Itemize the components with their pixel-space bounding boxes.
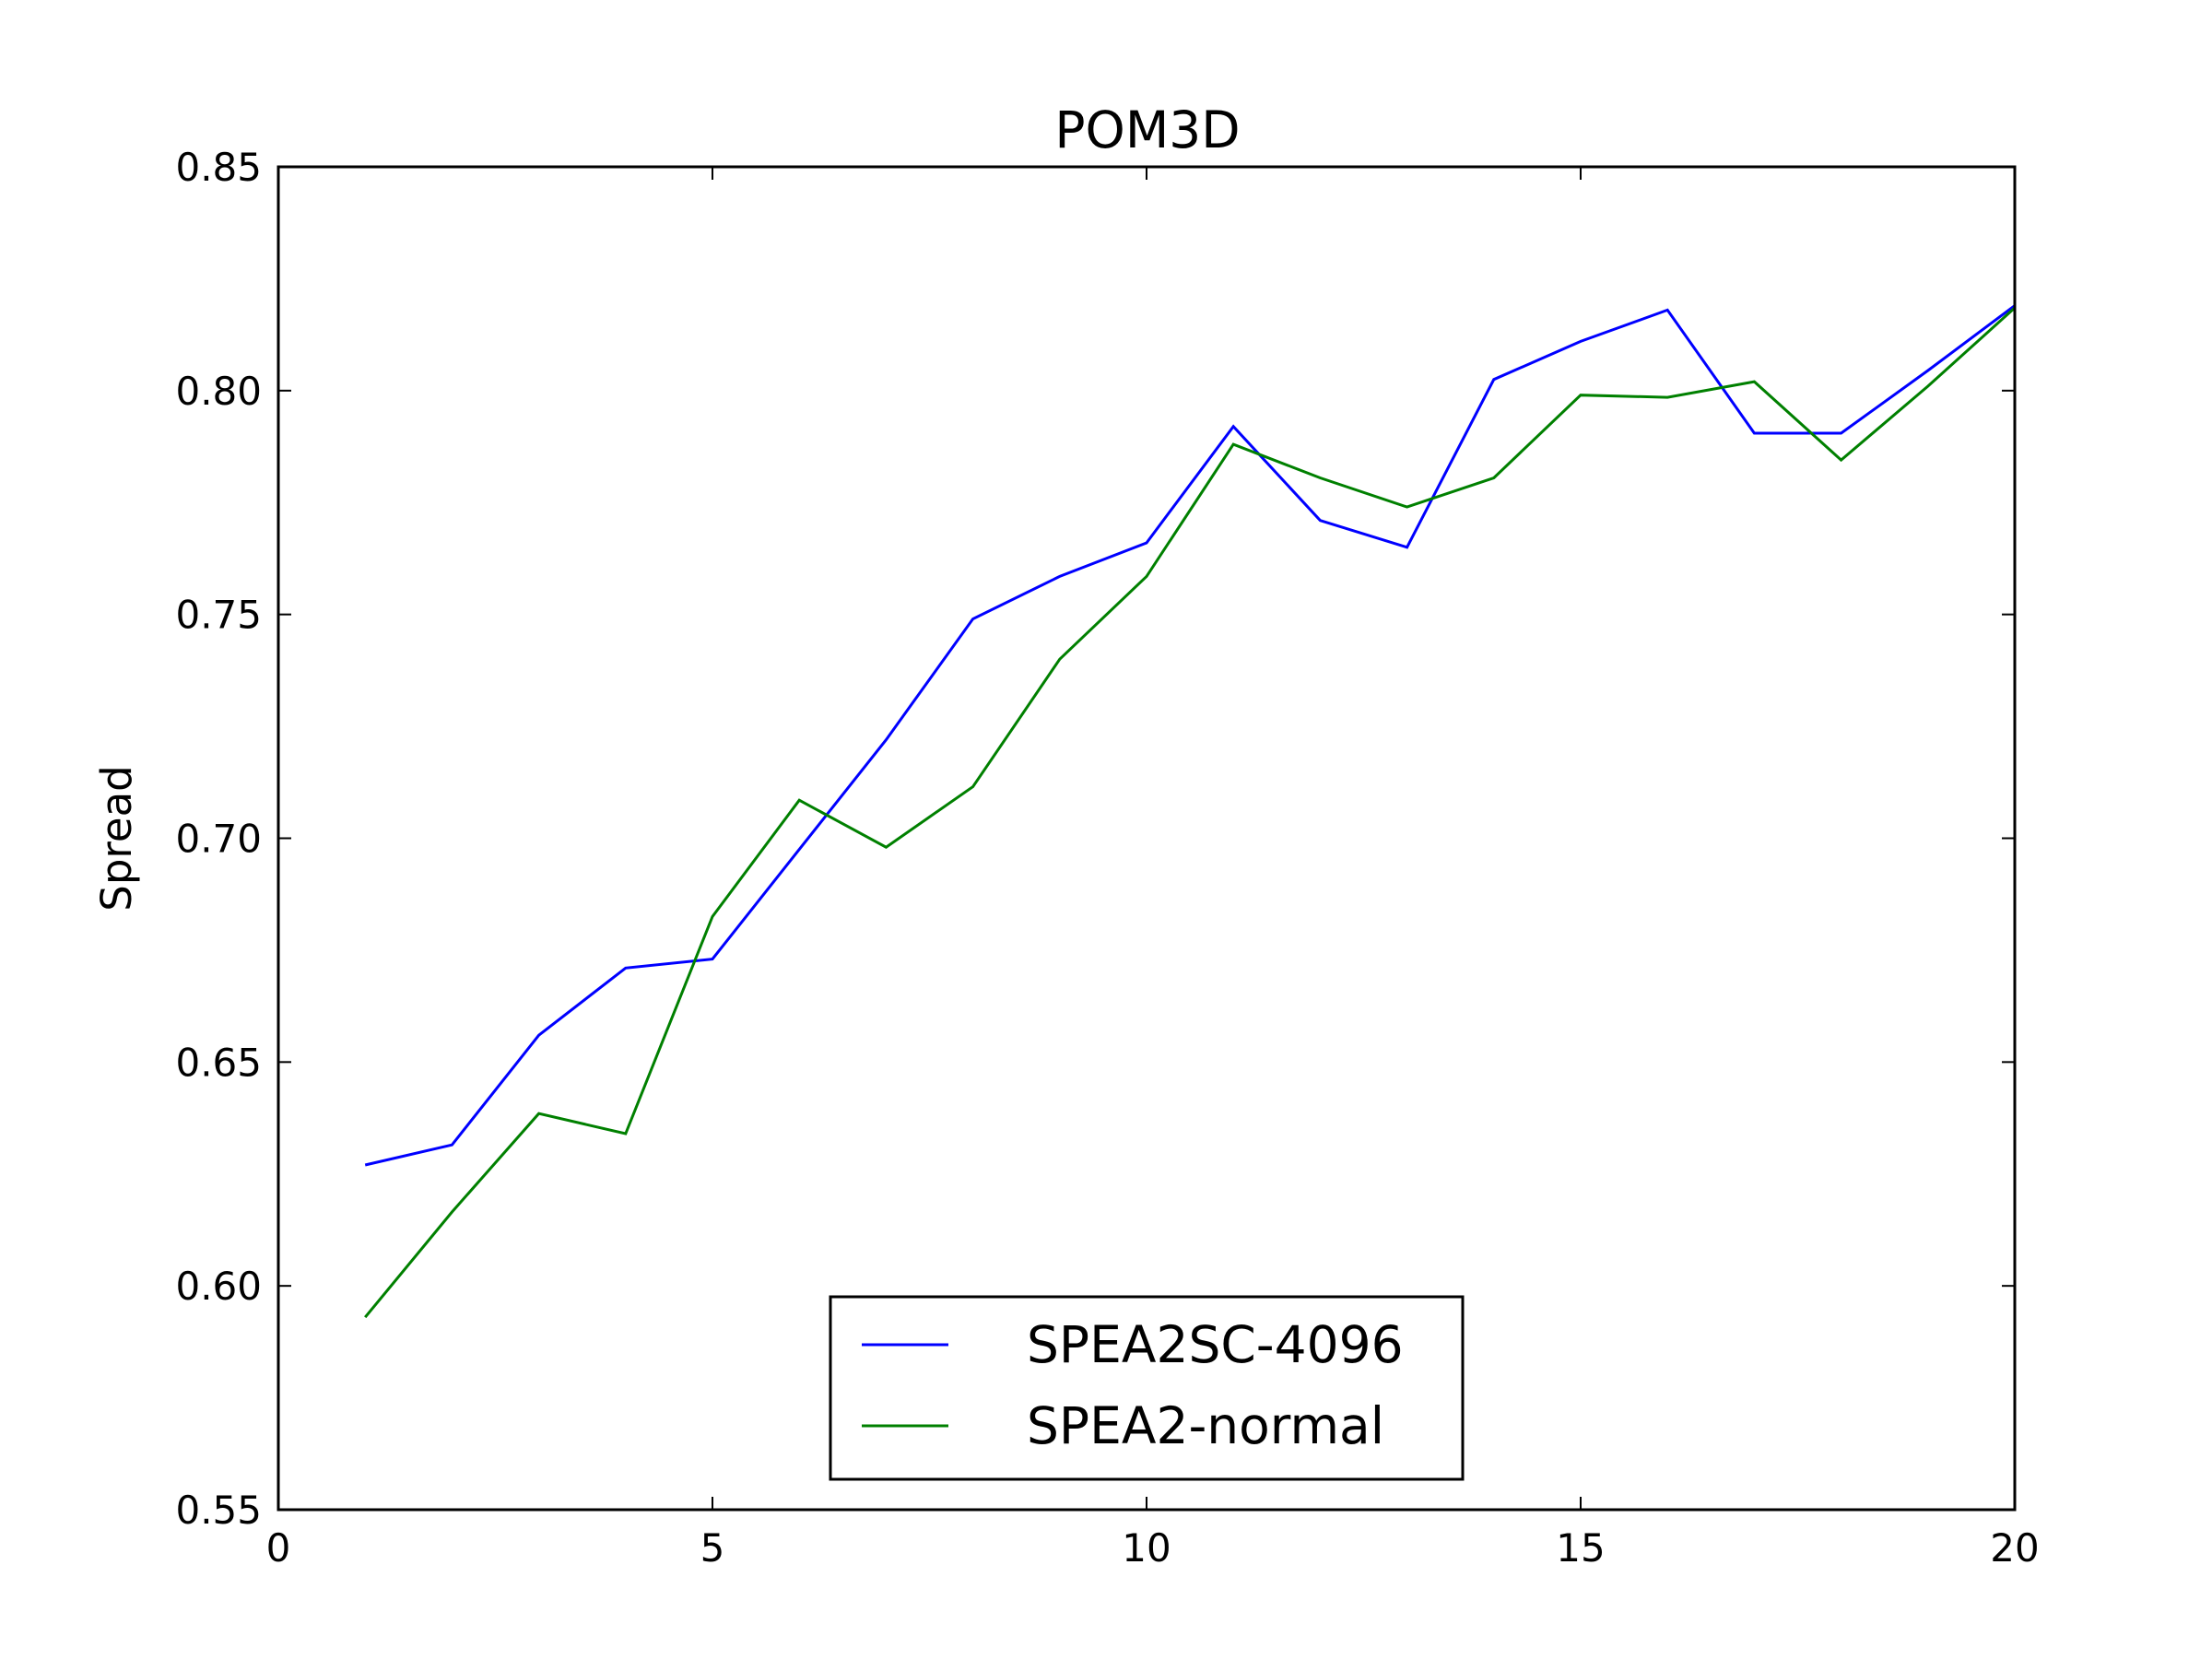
y-tick-label: 0.75 <box>175 593 262 638</box>
chart-title: POM3D <box>1054 100 1240 159</box>
y-tick-label: 0.55 <box>175 1488 262 1533</box>
series-line-1 <box>364 304 2016 1167</box>
y-tick-label: 0.60 <box>175 1264 262 1309</box>
x-tick-label: 15 <box>1556 1525 1605 1571</box>
y-axis-label: Spread <box>92 765 141 911</box>
x-tick-label: 5 <box>700 1525 725 1571</box>
legend <box>829 1295 1465 1481</box>
plot-area: 0 5 10 15 20 0.55 0.60 0.65 0.70 0.75 0.80 0.85 SPEA… <box>175 145 2039 1571</box>
y-tick-label: 0.65 <box>175 1040 262 1085</box>
y-tick-label: 0.85 <box>175 145 262 190</box>
x-tick-label: 20 <box>1990 1525 2039 1571</box>
y-tick-label: 0.80 <box>175 369 262 414</box>
x-tick-label: 0 <box>266 1525 291 1571</box>
series-line-2 <box>364 306 2017 1319</box>
legend-label-1: SPEA2SC-4096 <box>1027 1315 1404 1374</box>
x-tick-label: 10 <box>1122 1525 1171 1571</box>
legend-label-2: SPEA2-normal <box>1027 1396 1384 1455</box>
y-tick-label: 0.70 <box>175 817 262 862</box>
